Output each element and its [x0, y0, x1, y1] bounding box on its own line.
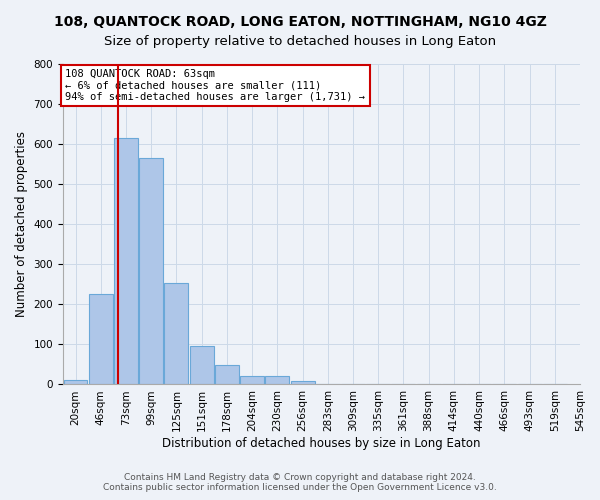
Y-axis label: Number of detached properties: Number of detached properties — [15, 131, 28, 317]
Bar — [290, 382, 314, 384]
Bar — [89, 294, 113, 384]
Text: Contains HM Land Registry data © Crown copyright and database right 2024.
Contai: Contains HM Land Registry data © Crown c… — [103, 473, 497, 492]
Bar — [215, 365, 239, 384]
Bar — [64, 380, 88, 384]
Bar — [139, 158, 163, 384]
Bar — [265, 376, 289, 384]
Bar — [190, 346, 214, 385]
Text: 108, QUANTOCK ROAD, LONG EATON, NOTTINGHAM, NG10 4GZ: 108, QUANTOCK ROAD, LONG EATON, NOTTINGH… — [53, 15, 547, 29]
Bar — [164, 283, 188, 384]
Text: Size of property relative to detached houses in Long Eaton: Size of property relative to detached ho… — [104, 35, 496, 48]
Text: 108 QUANTOCK ROAD: 63sqm
← 6% of detached houses are smaller (111)
94% of semi-d: 108 QUANTOCK ROAD: 63sqm ← 6% of detache… — [65, 69, 365, 102]
Bar — [240, 376, 264, 384]
Bar — [114, 138, 138, 384]
X-axis label: Distribution of detached houses by size in Long Eaton: Distribution of detached houses by size … — [162, 437, 481, 450]
